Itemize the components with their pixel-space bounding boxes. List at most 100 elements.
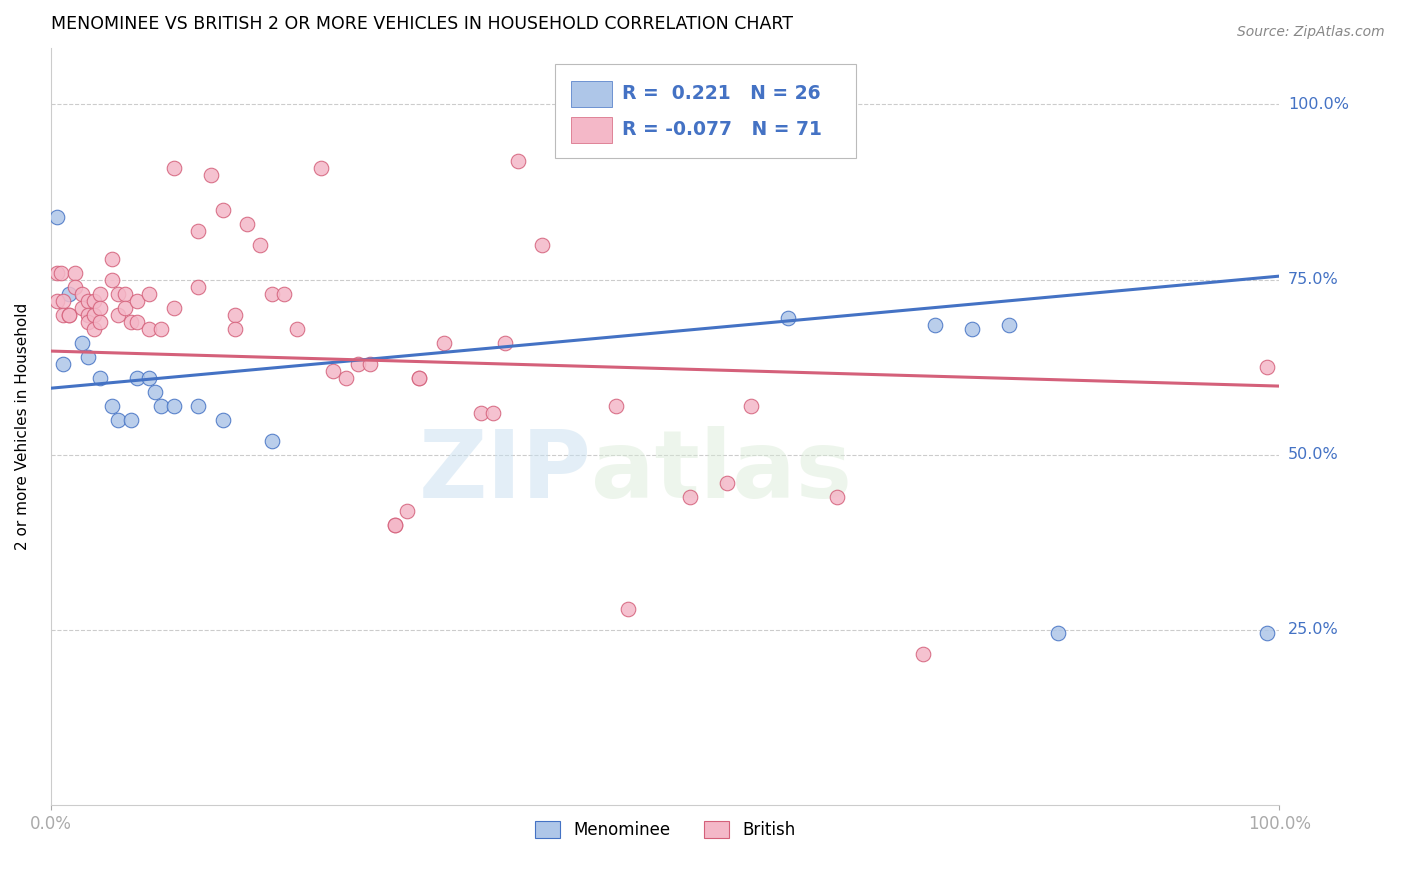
Point [83,293,105,308]
Point [163,301,186,315]
Point [924,318,946,333]
Text: 25.0%: 25.0% [1288,623,1339,638]
Point [384,517,406,532]
Point [114,286,136,301]
Point [163,399,186,413]
Point [125,293,148,308]
Point [52,293,75,308]
Point [76,315,98,329]
Point [138,286,160,301]
Point [470,406,492,420]
Text: R = -0.077   N = 71: R = -0.077 N = 71 [623,120,823,139]
Point [236,217,259,231]
Text: Source: ZipAtlas.com: Source: ZipAtlas.com [1237,25,1385,39]
Point [138,370,160,384]
Point [224,321,246,335]
Point [200,168,222,182]
Point [825,490,848,504]
Point [273,286,295,301]
Legend: Menominee, British: Menominee, British [529,814,801,846]
Point [65,266,87,280]
Point [322,364,344,378]
FancyBboxPatch shape [571,81,613,107]
Point [531,237,554,252]
Point [49,266,72,280]
Point [89,286,111,301]
Point [70,286,93,301]
Point [46,293,69,308]
Point [46,210,69,224]
Point [482,406,505,420]
Point [224,308,246,322]
Point [249,237,271,252]
Point [408,370,430,384]
Point [150,399,173,413]
Point [494,335,516,350]
Point [260,434,283,448]
Point [211,413,233,427]
Point [107,413,129,427]
Point [70,301,93,315]
Point [114,301,136,315]
Text: 50.0%: 50.0% [1288,447,1339,462]
Point [65,279,87,293]
Point [163,161,186,175]
Point [679,490,702,504]
Point [76,293,98,308]
Point [143,384,166,399]
Point [58,308,80,322]
Point [347,357,370,371]
Point [107,286,129,301]
Text: atlas: atlas [592,426,852,518]
Point [101,252,124,266]
Point [76,350,98,364]
Point [433,335,456,350]
Point [83,321,105,335]
Point [125,370,148,384]
Point [740,399,762,413]
Point [83,308,105,322]
Point [46,266,69,280]
Point [187,223,209,237]
Text: 100.0%: 100.0% [1288,97,1348,112]
Point [211,202,233,217]
Point [384,517,406,532]
Point [396,504,419,518]
FancyBboxPatch shape [554,63,856,158]
Point [1047,626,1070,640]
Point [962,321,984,335]
Point [408,370,430,384]
Point [605,399,627,413]
Point [1256,360,1278,375]
Point [138,321,160,335]
Text: ZIP: ZIP [419,426,592,518]
Point [187,279,209,293]
Point [101,272,124,286]
Point [58,308,80,322]
Point [285,321,308,335]
Point [120,315,142,329]
Point [776,311,799,326]
Point [101,399,124,413]
Point [187,399,209,413]
Point [70,335,93,350]
Text: R =  0.221   N = 26: R = 0.221 N = 26 [623,84,821,103]
Point [506,153,529,168]
Point [150,321,173,335]
Point [617,602,640,616]
Text: 75.0%: 75.0% [1288,272,1339,287]
Point [998,318,1021,333]
Point [89,370,111,384]
Point [125,315,148,329]
Point [1256,626,1278,640]
Point [107,308,129,322]
Point [58,286,80,301]
Point [52,308,75,322]
Point [120,413,142,427]
Point [89,301,111,315]
Point [335,370,357,384]
Point [359,357,381,371]
Text: MENOMINEE VS BRITISH 2 OR MORE VEHICLES IN HOUSEHOLD CORRELATION CHART: MENOMINEE VS BRITISH 2 OR MORE VEHICLES … [51,15,793,33]
Point [309,161,332,175]
Y-axis label: 2 or more Vehicles in Household: 2 or more Vehicles in Household [15,303,30,550]
